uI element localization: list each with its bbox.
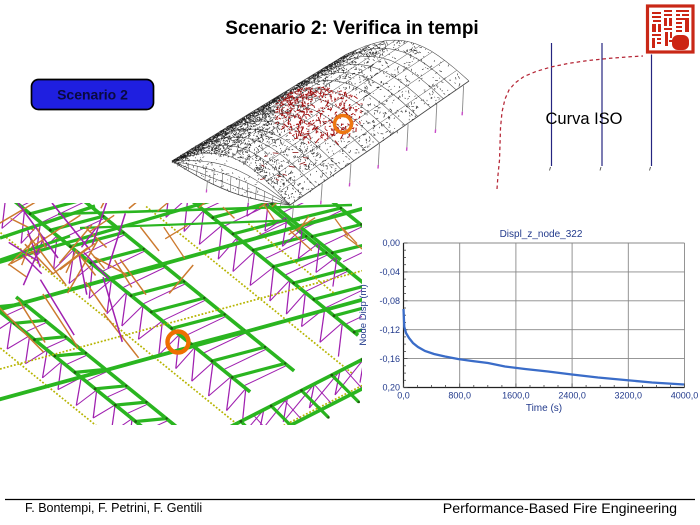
svg-text:Scenario 2: Scenario 2: [57, 87, 128, 103]
svg-text:Node Disp (m): Node Disp (m): [358, 284, 369, 345]
svg-text:800,0: 800,0: [448, 391, 471, 401]
svg-text:Displ_z_node_322: Displ_z_node_322: [500, 229, 583, 240]
svg-text:Scenario 2: Verifica in tempi: Scenario 2: Verifica in tempi: [225, 18, 478, 39]
svg-text:-0,16: -0,16: [379, 354, 400, 364]
svg-text:-0,04: -0,04: [379, 267, 400, 277]
svg-text:-0,12: -0,12: [379, 325, 400, 335]
svg-text:4000,0: 4000,0: [671, 391, 699, 401]
svg-text:2400,0: 2400,0: [558, 391, 586, 401]
svg-text:0,0: 0,0: [397, 391, 410, 401]
svg-text:-0,08: -0,08: [379, 296, 400, 306]
svg-text:1600,0: 1600,0: [502, 391, 530, 401]
svg-text:Curva ISO: Curva ISO: [545, 110, 622, 128]
svg-text:0,00: 0,00: [382, 238, 400, 248]
svg-text:Performance-Based Fire Enginee: Performance-Based Fire Engineering: [443, 501, 677, 517]
svg-text:0,20: 0,20: [382, 383, 400, 393]
svg-text:Time (s): Time (s): [526, 403, 562, 414]
svg-text:3200,0: 3200,0: [615, 391, 643, 401]
svg-text:F. Bontempi, F. Petrini, F. Ge: F. Bontempi, F. Petrini, F. Gentili: [25, 501, 202, 515]
